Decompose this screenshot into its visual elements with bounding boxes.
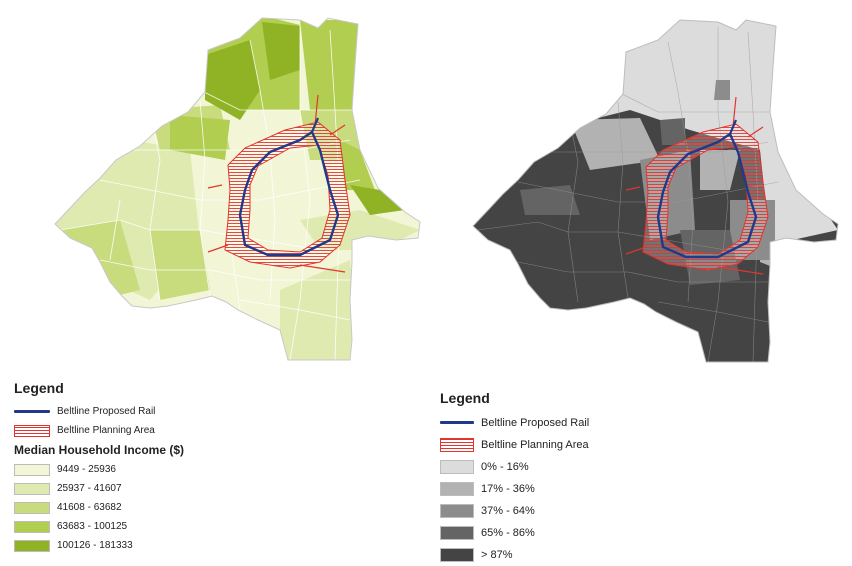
class-swatch [14, 463, 50, 476]
legend-planning-row: Beltline Planning Area [14, 421, 334, 440]
income-class-list: 9449 - 25936 25937 - 41607 41608 - 63682… [14, 460, 334, 555]
legend-title-right: Legend [440, 390, 490, 406]
class-label-right: 17% - 36% [481, 483, 535, 495]
rail-label: Beltline Proposed Rail [57, 406, 156, 417]
legend-rail-row-right: Beltline Proposed Rail [440, 412, 760, 434]
class-swatch [14, 482, 50, 495]
beltline-rail [238, 130, 340, 257]
percentage-map [430, 0, 852, 380]
rail-line-symbol-right [440, 416, 474, 430]
beltline-planning-area-right [642, 123, 769, 271]
class-label-right: 0% - 16% [481, 461, 529, 473]
class-label: 100126 - 181333 [57, 540, 133, 551]
rail-label-right: Beltline Proposed Rail [481, 417, 590, 429]
planning-label: Beltline Planning Area [57, 425, 155, 436]
planning-hatch-symbol-right [440, 438, 474, 452]
percentage-legend: Legend Beltline Proposed Rail Beltline P… [440, 390, 760, 566]
planning-spurs-right [625, 96, 764, 275]
legend-class-row: 41608 - 63682 [14, 498, 334, 517]
class-swatch-right [440, 460, 474, 474]
planning-hatch-symbol [14, 424, 50, 437]
class-swatch-right [440, 548, 474, 562]
rail-spur [310, 117, 320, 133]
class-label: 9449 - 25936 [57, 464, 116, 475]
rail-spur-right [728, 119, 738, 135]
beltline-rail-right [656, 132, 758, 259]
class-label: 25937 - 41607 [57, 483, 122, 494]
legend-class-row-right: > 87% [440, 544, 760, 566]
class-label-right: > 87% [481, 549, 513, 561]
income-legend: Legend Beltline Proposed Rail Beltline P… [14, 380, 334, 555]
percentage-map-svg [472, 19, 839, 363]
legend-class-row: 9449 - 25936 [14, 460, 334, 479]
class-label: 63683 - 100125 [57, 521, 128, 532]
income-map [0, 0, 430, 370]
class-label: 41608 - 63682 [57, 502, 122, 513]
percentage-class-list: 0% - 16% 17% - 36% 37% - 64% 65% - 86% >… [440, 456, 760, 566]
legend-class-row: 100126 - 181333 [14, 536, 334, 555]
legend-class-row-right: 65% - 86% [440, 522, 760, 544]
city-boundary-right [472, 19, 839, 363]
income-map-svg [54, 17, 421, 361]
legend-class-row-right: 37% - 64% [440, 500, 760, 522]
income-tracts [55, 18, 420, 360]
planning-spurs [207, 94, 346, 273]
legend-title: Legend [14, 380, 64, 396]
income-subtitle: Median Household Income ($) [14, 443, 185, 457]
legend-class-row: 63683 - 100125 [14, 517, 334, 536]
class-swatch-right [440, 482, 474, 496]
legend-planning-row-right: Beltline Planning Area [440, 434, 760, 456]
class-swatch [14, 539, 50, 552]
planning-label-right: Beltline Planning Area [481, 439, 589, 451]
city-boundary [54, 17, 421, 361]
rail-line-symbol [14, 406, 50, 418]
beltline-planning-area [224, 121, 351, 269]
class-swatch-right [440, 504, 474, 518]
legend-class-row-right: 0% - 16% [440, 456, 760, 478]
legend-class-row-right: 17% - 36% [440, 478, 760, 500]
percentage-tracts [473, 20, 838, 362]
class-label-right: 65% - 86% [481, 527, 535, 539]
legend-rail-row: Beltline Proposed Rail [14, 402, 334, 421]
class-swatch-right [440, 526, 474, 540]
class-swatch [14, 501, 50, 514]
legend-class-row: 25937 - 41607 [14, 479, 334, 498]
class-swatch [14, 520, 50, 533]
class-label-right: 37% - 64% [481, 505, 535, 517]
